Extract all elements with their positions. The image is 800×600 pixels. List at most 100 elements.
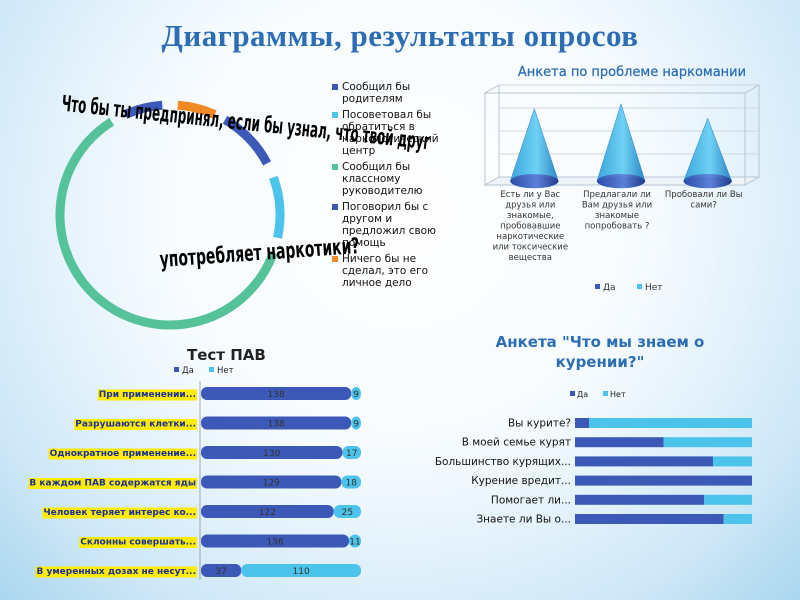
data-label: 138 — [268, 420, 285, 430]
cone-category-label: пробовавшие — [500, 222, 560, 232]
doughnut-segment — [123, 100, 163, 119]
category-label: В умеренных дозах не несут... — [36, 567, 196, 577]
slide-title: Диаграммы, результаты опросов — [161, 18, 639, 53]
cone-mark-da — [510, 175, 559, 188]
cone-category-label: сами? — [690, 201, 716, 211]
cone-mark-da — [683, 176, 732, 188]
data-label: 9 — [353, 420, 359, 430]
bar-da — [201, 416, 352, 430]
bar-da — [575, 494, 705, 505]
data-label: 11 — [349, 538, 360, 548]
cone-chart-title: Анкета по проблеме наркомании — [518, 65, 746, 80]
plot-wall — [483, 84, 761, 94]
legend-swatch — [332, 204, 338, 210]
bar-net — [342, 446, 361, 459]
cone-category-label: знакомые, — [507, 211, 554, 221]
bar-da — [201, 505, 334, 518]
doughnut-segment — [55, 117, 278, 330]
cone-category-label: Есть ли у Вас — [500, 190, 560, 200]
cone-category-label: наркотические — [496, 232, 564, 242]
smoking-title-line: курении?" — [556, 353, 645, 371]
legend-text: классному — [342, 173, 400, 185]
legend-text: личное дело — [342, 277, 412, 289]
pav-plot-area: При применении... 138 9 Разрушаются клетки.… — [28, 381, 361, 580]
doughnut-ring — [55, 100, 285, 330]
cone-series — [510, 102, 732, 189]
smoking-chart-title: Анкета "Что мы знаем о курении?" — [496, 333, 705, 371]
legend-text: Нет — [610, 390, 626, 399]
cone-mark-da — [597, 176, 645, 188]
bar-da — [575, 418, 590, 428]
legend-text: руководителю — [342, 185, 423, 197]
bar-net — [713, 456, 752, 467]
legend-swatch — [332, 84, 338, 90]
doughnut-title-line: употребляет наркотики? — [159, 234, 360, 273]
data-label: 37 — [215, 567, 226, 577]
legend-text: Да — [577, 390, 588, 399]
label-highlight — [79, 537, 197, 548]
category-label: Однократное применение... — [50, 449, 196, 459]
label-highlight — [48, 448, 197, 460]
smoking-plot-area: Вы курите? В моей семье курят Большинство … — [435, 418, 752, 526]
legend-swatch — [603, 391, 608, 396]
legend-swatch — [332, 256, 338, 262]
legend-text: Да — [182, 366, 194, 376]
category-label: При применении... — [99, 390, 196, 400]
bar-da — [201, 475, 342, 489]
bar-da — [575, 437, 664, 448]
legend-swatch — [174, 367, 179, 372]
category-label: Склонны совершать... — [80, 538, 196, 548]
label-highlight — [74, 419, 197, 430]
legend-text: Сообщил бы — [342, 161, 410, 173]
cone-category-label: или токсические — [493, 243, 568, 253]
doughnut-segment — [222, 115, 272, 166]
bar-net — [341, 475, 361, 489]
legend-swatch — [637, 284, 642, 289]
cone-chart: Анкета по проблеме наркомании Есть ли у … — [483, 65, 761, 293]
bar-da — [201, 564, 242, 577]
legend-text: Поговорил бы с — [342, 201, 429, 213]
data-label: 136 — [266, 538, 283, 548]
legend-swatch — [332, 164, 338, 170]
bar-net — [351, 387, 361, 400]
legend-text: родителям — [342, 93, 403, 105]
label-highlight — [28, 478, 197, 489]
data-label: 110 — [293, 567, 310, 577]
bar-net — [349, 534, 361, 548]
legend-swatch — [570, 391, 575, 396]
data-label: 25 — [342, 508, 353, 518]
category-label: В моей семье курят — [462, 437, 571, 449]
category-label: Помогает ли... — [491, 494, 571, 506]
data-label: 122 — [259, 508, 276, 518]
label-highlight — [97, 389, 197, 401]
label-highlight — [42, 507, 197, 519]
pav-legend: Да Нет — [174, 366, 234, 376]
data-label: 129 — [263, 479, 280, 489]
legend-text: Нет — [217, 366, 234, 376]
bar-net — [723, 514, 752, 524]
pav-test-chart: Тест ПАВ Да Нет При применении... 138 9 Разр… — [28, 346, 361, 580]
bar-net — [351, 416, 361, 430]
legend-text: обратиться в — [342, 121, 415, 133]
category-label: Курение вредит... — [471, 475, 571, 487]
label-highlight — [35, 566, 197, 578]
cone-category-label: знакомые — [595, 211, 639, 221]
bar-net — [704, 494, 752, 505]
legend-text: предложил свою — [342, 225, 436, 237]
bar-da — [201, 534, 350, 548]
category-label: Большинство курящих... — [435, 456, 571, 468]
legend-text: помощь — [342, 237, 386, 249]
data-label: 130 — [263, 449, 280, 459]
legend-text: другом и — [342, 213, 392, 225]
pav-chart-title: Тест ПАВ — [187, 346, 266, 364]
smoking-survey-chart: Анкета "Что мы знаем о курении?" Да Нет Вы… — [435, 333, 752, 526]
legend-swatch — [209, 367, 214, 372]
doughnut-segment — [177, 100, 217, 119]
legend-swatch — [332, 112, 338, 118]
legend-text: Да — [603, 283, 616, 293]
cone-category-label: Пробовали ли Вы — [665, 190, 743, 200]
cone-legend: Да Нет — [595, 283, 663, 293]
bar-net — [589, 418, 752, 428]
